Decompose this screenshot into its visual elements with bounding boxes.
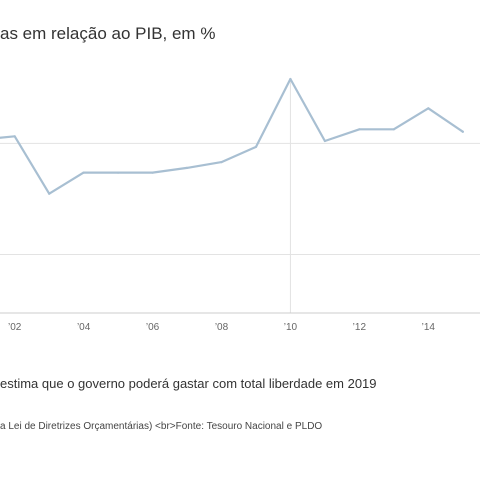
data-point	[82, 171, 85, 174]
data-point	[392, 128, 395, 131]
x-tick-label: ’02	[8, 322, 22, 333]
x-tick-label: ’14	[422, 322, 436, 333]
chart-source: a Lei de Diretrizes Orçamentárias) <br>F…	[0, 421, 323, 432]
data-point	[151, 171, 154, 174]
x-tick-label: ’12	[353, 322, 367, 333]
series-line-0	[0, 77, 464, 195]
data-point	[461, 130, 464, 133]
x-tick-label: ’08	[215, 322, 229, 333]
data-point	[427, 107, 430, 110]
x-tick-label: ’04	[77, 322, 91, 333]
data-point	[220, 161, 223, 164]
data-point	[48, 192, 51, 195]
line-chart: ’02 ’04 ’06 ’08 ’10 ’12 ’14	[0, 77, 480, 333]
data-point	[117, 171, 120, 174]
x-tick-label: ’10	[284, 322, 298, 333]
data-point	[289, 77, 292, 81]
data-point	[254, 145, 258, 148]
grid-layer	[0, 79, 480, 313]
x-tick-label: ’06	[146, 322, 160, 333]
data-point	[323, 139, 326, 143]
chart-title: as em relação ao PIB, em %	[0, 24, 216, 43]
data-point	[13, 135, 16, 138]
series-layer	[0, 77, 464, 195]
data-point	[358, 128, 361, 131]
chart-note: estima que o governo poderá gastar com t…	[0, 376, 377, 391]
x-tick-labels: ’02 ’04 ’06 ’08 ’10 ’12 ’14	[8, 322, 435, 333]
data-point	[185, 166, 189, 169]
